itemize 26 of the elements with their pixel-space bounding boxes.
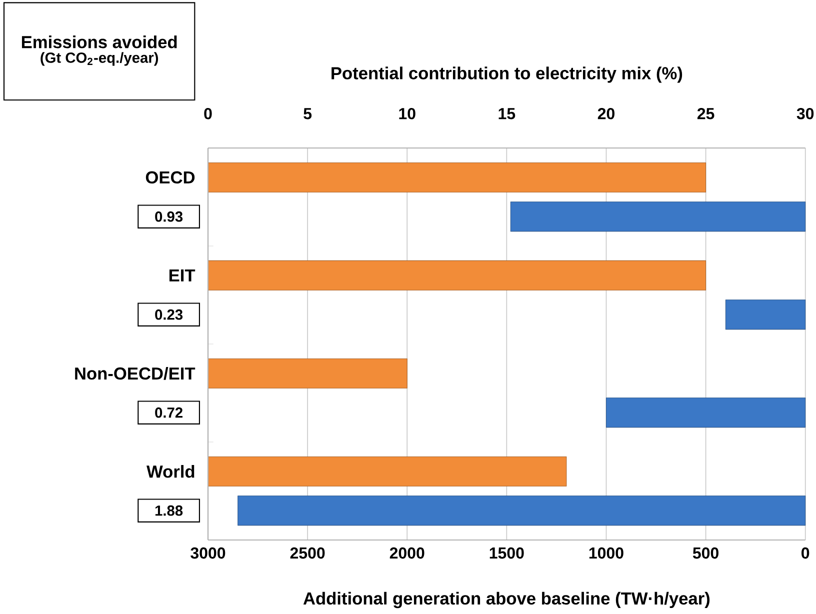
x-tick-label: 2000 [390,547,424,559]
x-axis-title: Additional generation above baseline (TW·h/year) [303,592,710,608]
y-tick-label: Non-OECD/EIT [75,366,196,380]
x-tick-label: 500 [692,547,718,559]
x-tick-label: 2500 [290,547,325,559]
text: 0.72 [155,407,182,418]
x2-tick-label: 5 [304,108,312,120]
x-tick-label: 3000 [190,547,226,559]
y-tick-label: EIT [169,269,196,282]
text: 1.88 [155,505,183,516]
x2-tick-label: 0 [204,108,212,120]
x2-tick-label: 30 [796,108,814,120]
x2-axis-title: Potential contribution to electricity mix (%) [332,66,682,83]
y-tick-label: World [146,465,194,478]
text: (Gt CO$_{2}$-eq./year) [40,52,158,66]
x-tick-label: 1000 [589,547,624,559]
x2-tick-label: 15 [498,108,516,120]
x2-tick-label: 25 [697,108,714,120]
text: 0.23 [155,309,183,320]
text: 0.93 [155,211,183,222]
y-tick-label: OECD [146,171,195,184]
x-tick-label: 0 [802,547,810,559]
text: Emissions avoided [22,36,177,48]
x-tick-label: 1500 [490,547,524,559]
x2-tick-label: 20 [598,108,614,120]
x2-tick-label: 10 [399,108,416,120]
